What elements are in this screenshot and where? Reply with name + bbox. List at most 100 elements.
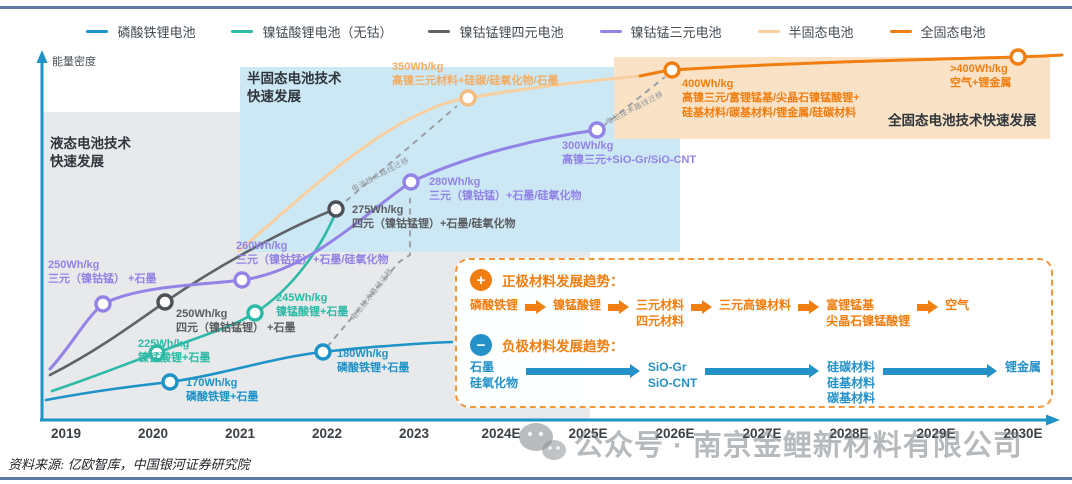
data-point-marker: [402, 173, 420, 191]
bottom-border: [0, 477, 1072, 480]
anode-trend-title: 负极材料发展趋势：: [502, 339, 624, 354]
data-point-label: 250Wh/kg 三元（镍钴锰） +石墨: [48, 259, 157, 286]
legend-item: 全固态电池: [889, 22, 986, 41]
arrow-right-icon: [917, 300, 939, 314]
data-point-label: 170Wh/kg 磷酸铁锂+石墨: [186, 377, 259, 404]
top-border: [0, 6, 1072, 9]
legend-item: 磷酸铁锂电池: [86, 22, 195, 41]
anode-trend-chain: 石墨 硅氧化物 SiO-Gr SiO-CNT 硅碳材料 硅基材料 碳基材料 锂金属: [470, 360, 1041, 407]
trend-step: 镍锰酸锂: [553, 298, 602, 312]
watermark-text: 公众号 · 南京金鲤新材料有限公司: [574, 430, 1023, 462]
cathode-trend-title-row: + 正极材料发展趋势：: [470, 269, 624, 291]
trend-step: 石墨 硅氧化物: [470, 360, 519, 390]
data-point-marker: [233, 271, 251, 289]
line-lnmo: [50, 210, 338, 393]
data-point-label: >400Wh/kg 空气+锂金属: [950, 63, 1012, 90]
migration-dashed-path: [601, 76, 666, 128]
trend-step: SiO-Gr SiO-CNT: [647, 360, 698, 390]
data-point-label: 245Wh/kg 镍锰酸锂+石墨: [276, 292, 349, 319]
data-point-marker: [246, 304, 264, 322]
y-axis-arrow-icon: [36, 50, 48, 63]
line-semisolid: [237, 74, 642, 253]
cathode-trend-chain: 磷酸铁锂 镍锰酸锂 三元材料 四元材料 三元高镍材料 富锂锰基 尖晶石镍锰酸锂 空气: [470, 298, 1041, 329]
data-point-label: 275Wh/kg 四元（镍钴锰锂）+石墨/硅氧化物: [352, 204, 516, 231]
source-note: 资料来源: 亿欧智库，中国银河证券研究院: [8, 457, 250, 472]
legend-dash-icon: [231, 29, 254, 34]
arrow-right-icon: [705, 364, 820, 378]
data-point-marker: [588, 121, 606, 139]
legend-label: 镍钴锰三元电池: [630, 25, 722, 40]
data-point-marker: [161, 373, 179, 391]
data-point-marker: [314, 343, 332, 361]
data-point-label: 250Wh/kg 四元（镍钴锰锂） +石墨: [176, 308, 296, 335]
x-axis-arrow-icon: [1046, 414, 1060, 426]
legend-dash-icon: [757, 29, 780, 34]
arrow-right-icon: [608, 300, 630, 314]
trend-step: 空气: [945, 298, 970, 312]
cathode-trend-title: 正极材料发展趋势：: [502, 274, 624, 289]
legend-item: 镍钴锰锂四元电池: [428, 22, 564, 41]
legend-label: 镍锰酸锂电池（无钴）: [262, 25, 393, 40]
data-point-marker: [156, 293, 174, 311]
line-lfp: [44, 340, 454, 402]
x-axis-tick: 2030E: [1003, 426, 1043, 441]
trend-step: 磷酸铁锂: [470, 298, 519, 312]
data-point-marker: [459, 89, 477, 107]
trend-step: 富锂锰基 尖晶石镍锰酸锂: [826, 298, 911, 328]
trend-step: 三元高镍材料: [719, 298, 792, 312]
arrow-right-icon: [691, 300, 713, 314]
wechat-icon: [519, 423, 566, 460]
arrow-right-icon: [798, 300, 820, 314]
legend: 磷酸铁锂电池 镍锰酸锂电池（无钴） 镍钴锰锂四元电池 镍钴锰三元电池 半固态电池 全固态电…: [0, 22, 1072, 41]
legend-dash-icon: [86, 29, 109, 34]
data-point-label: 400Wh/kg 高镍三元/富锂锰基/尖晶石镍锰酸锂+ 硅基材料/碳基材料/锂金属/…: [682, 78, 860, 119]
phase-title: 半固态电池技术 快速发展: [247, 71, 342, 105]
x-axis-tick: 2025E: [568, 426, 608, 441]
region-solid: [614, 57, 1050, 139]
legend-item: 镍钴锰三元电池: [599, 22, 722, 41]
arrow-right-icon: [526, 364, 640, 378]
trend-step: 三元材料 四元材料: [636, 298, 685, 328]
legend-label: 全固态电池: [920, 25, 986, 40]
x-axis-tick: 2028E: [829, 426, 869, 441]
y-axis-title: 能量密度: [52, 56, 96, 68]
data-point-marker: [663, 61, 681, 79]
data-point-marker: [1009, 48, 1027, 66]
legend-label: 磷酸铁锂电池: [117, 25, 196, 40]
data-point-label: 350Wh/kg 高镍三元材料+硅碳/硅氧化物/石墨: [392, 61, 559, 88]
arrow-right-icon: [883, 364, 997, 378]
x-axis-tick: 2024E: [481, 426, 521, 441]
watermark: 公众号 · 南京金鲤新材料有限公司: [516, 421, 1023, 465]
legend-item: 镍锰酸锂电池（无钴）: [231, 22, 392, 41]
migration-dashed-path: [345, 105, 458, 202]
data-point-label: 225Wh/kg 镍锰酸锂+石墨: [138, 338, 211, 365]
x-axis-tick: 2029E: [916, 426, 956, 441]
legend-dash-icon: [428, 29, 451, 34]
x-axis-tick: 2021: [224, 426, 256, 441]
x-axis-tick: 2019: [50, 426, 82, 441]
phase-title: 全固态电池技术快速发展: [888, 113, 1037, 128]
data-point-label: 180Wh/kg 磷酸铁锂+石墨: [337, 348, 410, 375]
legend-label: 镍钴锰锂四元电池: [459, 25, 564, 40]
trend-step: 硅碳材料 硅基材料 碳基材料: [827, 360, 876, 406]
arrow-right-icon: [525, 300, 547, 314]
x-axis-tick: 2026E: [655, 426, 695, 441]
x-axis-tick: 2022: [311, 426, 343, 441]
data-point-label: 300Wh/kg 高镍三元+SiO-Gr/SiO-CNT: [562, 140, 697, 167]
plus-icon: +: [470, 269, 492, 291]
x-axis-tick: 2027E: [742, 426, 782, 441]
x-axis-tick: 2020: [137, 426, 169, 441]
migration-dashed-path: [326, 198, 411, 348]
legend-label: 半固态电池: [788, 25, 854, 40]
data-point-marker: [327, 200, 345, 218]
data-point-marker: [94, 295, 112, 313]
data-point-label: 280Wh/kg 三元（镍钴锰）+石墨/硅氧化物: [429, 176, 582, 203]
x-axis-tick: 2023: [398, 426, 430, 441]
minus-icon: −: [470, 334, 492, 356]
anode-trend-title-row: − 负极材料发展趋势：: [470, 334, 624, 356]
legend-dash-icon: [889, 29, 912, 34]
material-trend-box: + 正极材料发展趋势： 磷酸铁锂 镍锰酸锂 三元材料 四元材料 三元高镍材料 富锂锰基 …: [455, 258, 1053, 408]
data-point-marker: [148, 344, 166, 362]
phase-title: 液态电池技术 快速发展: [50, 136, 131, 170]
